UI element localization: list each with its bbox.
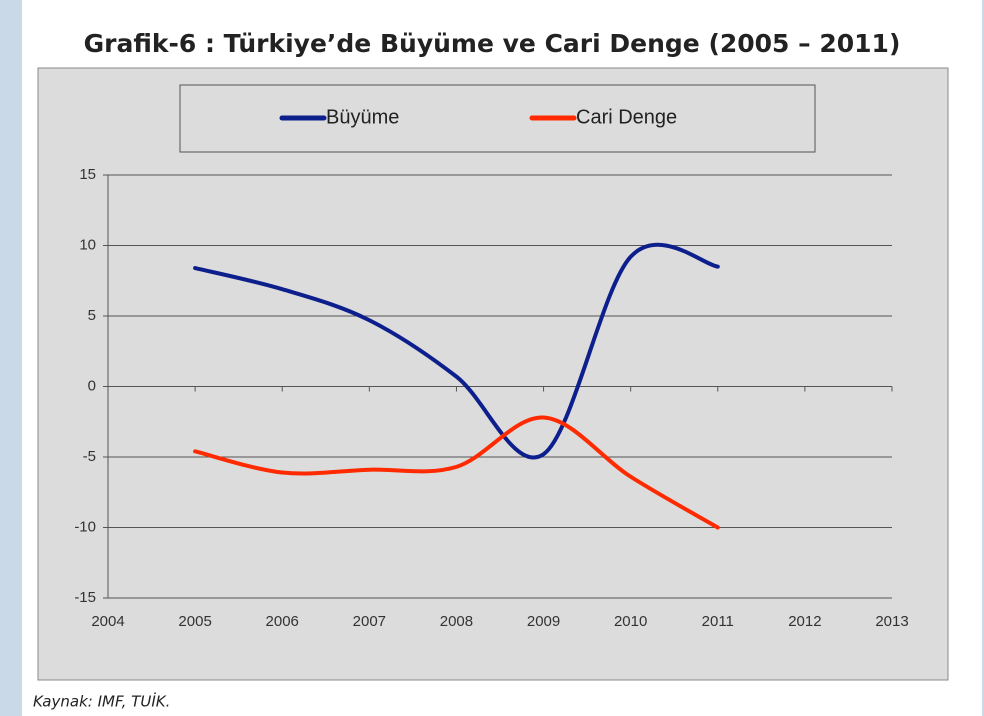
- x-tick-label: 2004: [91, 613, 124, 630]
- series-line: [193, 242, 720, 460]
- y-tick-label: 0: [88, 377, 96, 394]
- x-tick-label: 2010: [614, 613, 647, 630]
- x-tick-label: 2012: [788, 613, 821, 630]
- legend-label: Büyüme: [326, 106, 399, 128]
- y-tick-label: -10: [74, 518, 96, 535]
- y-tick-label: 10: [79, 236, 96, 253]
- legend-label: Cari Denge: [576, 106, 677, 128]
- chart-title: Grafik-6 : Türkiye’de Büyüme ve Cari Den…: [84, 29, 901, 58]
- x-tick-label: 2009: [527, 613, 560, 630]
- x-tick-label: 2011: [702, 613, 734, 630]
- y-tick-label: 15: [79, 166, 96, 183]
- y-tick-label: -15: [74, 589, 96, 606]
- y-tick-label: 5: [88, 307, 96, 324]
- x-tick-label: 2006: [266, 613, 299, 630]
- x-tick-label: 2008: [440, 613, 473, 630]
- series-line: [193, 415, 720, 530]
- x-tick-label: 2007: [353, 613, 386, 630]
- source-note: Kaynak: IMF, TUİK.: [33, 692, 170, 711]
- y-tick-label: -5: [83, 448, 96, 465]
- chart-area: [37, 67, 949, 681]
- legend: [179, 84, 816, 153]
- x-tick-label: 2013: [875, 613, 908, 630]
- x-tick-label: 2005: [178, 613, 211, 630]
